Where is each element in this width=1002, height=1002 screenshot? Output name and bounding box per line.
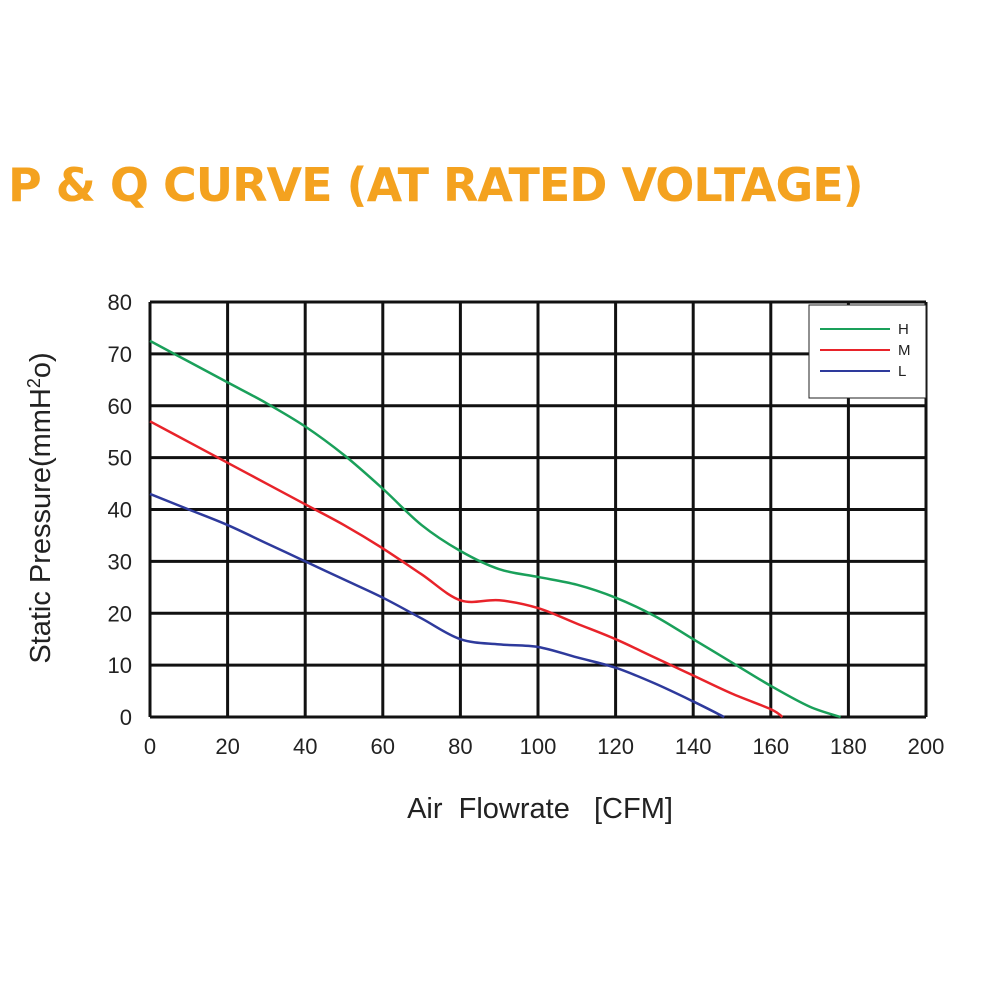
x-tick-label: 180: [830, 734, 867, 759]
grid: [148, 300, 928, 719]
legend: HML: [808, 304, 927, 399]
y-tick-label: 50: [108, 446, 132, 471]
y-tick-label: 70: [108, 342, 132, 367]
y-tick-label: 10: [108, 653, 132, 678]
x-tick-label: 80: [448, 734, 472, 759]
y-tick-labels: 0 10 20 30 40 50 60 70 80: [108, 290, 132, 730]
x-tick-label: 100: [520, 734, 557, 759]
x-axis-label: Air Flowrate [CFM]: [407, 793, 673, 825]
legend-box: [808, 304, 927, 399]
y-tick-label: 80: [108, 290, 132, 315]
legend-label-M: M: [898, 342, 911, 359]
y-axis-label: Static Pressure(mmH2o): [24, 352, 57, 663]
y-tick-label: 20: [108, 601, 132, 626]
x-tick-label: 120: [597, 734, 634, 759]
y-tick-label: 60: [108, 394, 132, 419]
x-tick-label: 160: [752, 734, 789, 759]
y-axis-label-end: o): [25, 352, 57, 378]
x-tick-labels: 0 20 40 60 80 100 120 140 160 180 200: [144, 734, 944, 759]
chart-title: P & Q CURVE (AT RATED VOLTAGE): [8, 158, 864, 212]
x-tick-label: 0: [144, 734, 156, 759]
x-tick-label: 60: [371, 734, 395, 759]
x-tick-label: 140: [675, 734, 712, 759]
y-axis-label-superscript: 2: [24, 378, 44, 388]
y-tick-label: 40: [108, 498, 132, 523]
y-axis-label-main: Static Pressure(mmH: [25, 388, 57, 664]
legend-label-H: H: [898, 321, 909, 338]
series-line-L: [149, 492, 725, 719]
y-tick-label: 0: [120, 705, 132, 730]
legend-label-L: L: [898, 363, 906, 380]
y-tick-label: 30: [108, 549, 132, 574]
x-tick-label: 40: [293, 734, 317, 759]
x-tick-label: 200: [908, 734, 945, 759]
x-tick-label: 20: [215, 734, 239, 759]
series-line-H: [149, 339, 842, 719]
series-line-M: [149, 420, 784, 719]
series-lines: [149, 339, 842, 719]
